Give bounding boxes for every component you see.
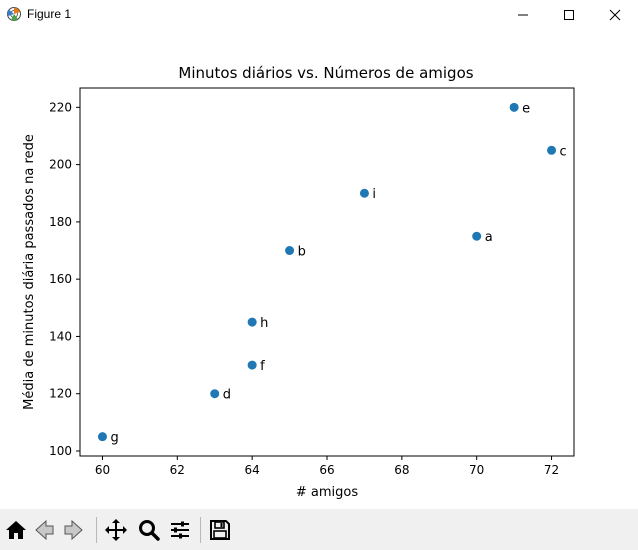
point-label: c [560,144,567,159]
x-tick-label: 66 [319,463,334,477]
data-point-h [247,317,257,327]
forward-icon [64,519,83,541]
configure-subplots-icon [171,521,189,539]
data-point-b [285,246,295,256]
point-label: f [260,359,265,374]
point-label: g [110,431,118,446]
save-button[interactable] [206,516,234,544]
window-titlebar: Figure 1 [0,0,638,30]
data-point-g [97,432,107,442]
window-title: Figure 1 [27,7,72,21]
minimize-button[interactable] [500,0,546,30]
pan-icon [105,519,127,541]
data-point-c [547,145,557,155]
zoom-button[interactable] [135,516,163,544]
point-label: h [260,316,268,331]
navigation-toolbar [0,509,638,550]
x-tick-label: 72 [544,463,559,477]
figure-canvas: Minutos diários vs. Números de amigos 60… [0,30,638,509]
data-point-e [509,102,519,112]
y-axis-label: Média de minutos diária passados na rede [22,134,37,410]
chart-title: Minutos diários vs. Números de amigos [178,64,473,82]
back-icon [35,519,54,541]
minimize-icon [518,14,528,16]
home-icon [6,521,26,539]
x-tick-label: 60 [95,463,110,477]
point-label: b [298,245,306,260]
point-label: a [485,230,493,245]
y-tick-label: 160 [49,272,72,286]
point-label: i [372,187,376,202]
zoom-icon [139,520,160,541]
configure-subplots-button[interactable] [166,516,194,544]
x-tick-label: 62 [170,463,185,477]
point-label: e [522,101,530,116]
toolbar-separator [200,517,201,543]
x-tick-label: 68 [394,463,409,477]
toolbar-separator [96,517,97,543]
x-tick-label: 70 [469,463,484,477]
y-tick-label: 100 [49,444,72,458]
close-icon [609,9,621,21]
back-button[interactable] [30,516,58,544]
data-point-d [210,389,220,399]
point-label: d [223,388,231,403]
x-axis-label: # amigos [296,485,358,500]
data-point-i [359,188,369,198]
y-tick-label: 140 [49,329,72,343]
app-icon [6,6,22,22]
y-tick-label: 200 [49,158,72,172]
forward-button[interactable] [60,516,88,544]
plot-frame [79,87,575,457]
save-icon [210,520,230,540]
maximize-button[interactable] [546,0,592,30]
close-button[interactable] [592,0,638,30]
x-tick-label: 64 [245,463,260,477]
data-point-a [472,231,482,241]
y-tick-label: 120 [49,387,72,401]
y-tick-label: 180 [49,215,72,229]
pan-button[interactable] [102,516,130,544]
home-button[interactable] [2,516,30,544]
data-point-f [247,360,257,370]
y-tick-label: 220 [49,100,72,114]
maximize-icon [564,10,574,20]
